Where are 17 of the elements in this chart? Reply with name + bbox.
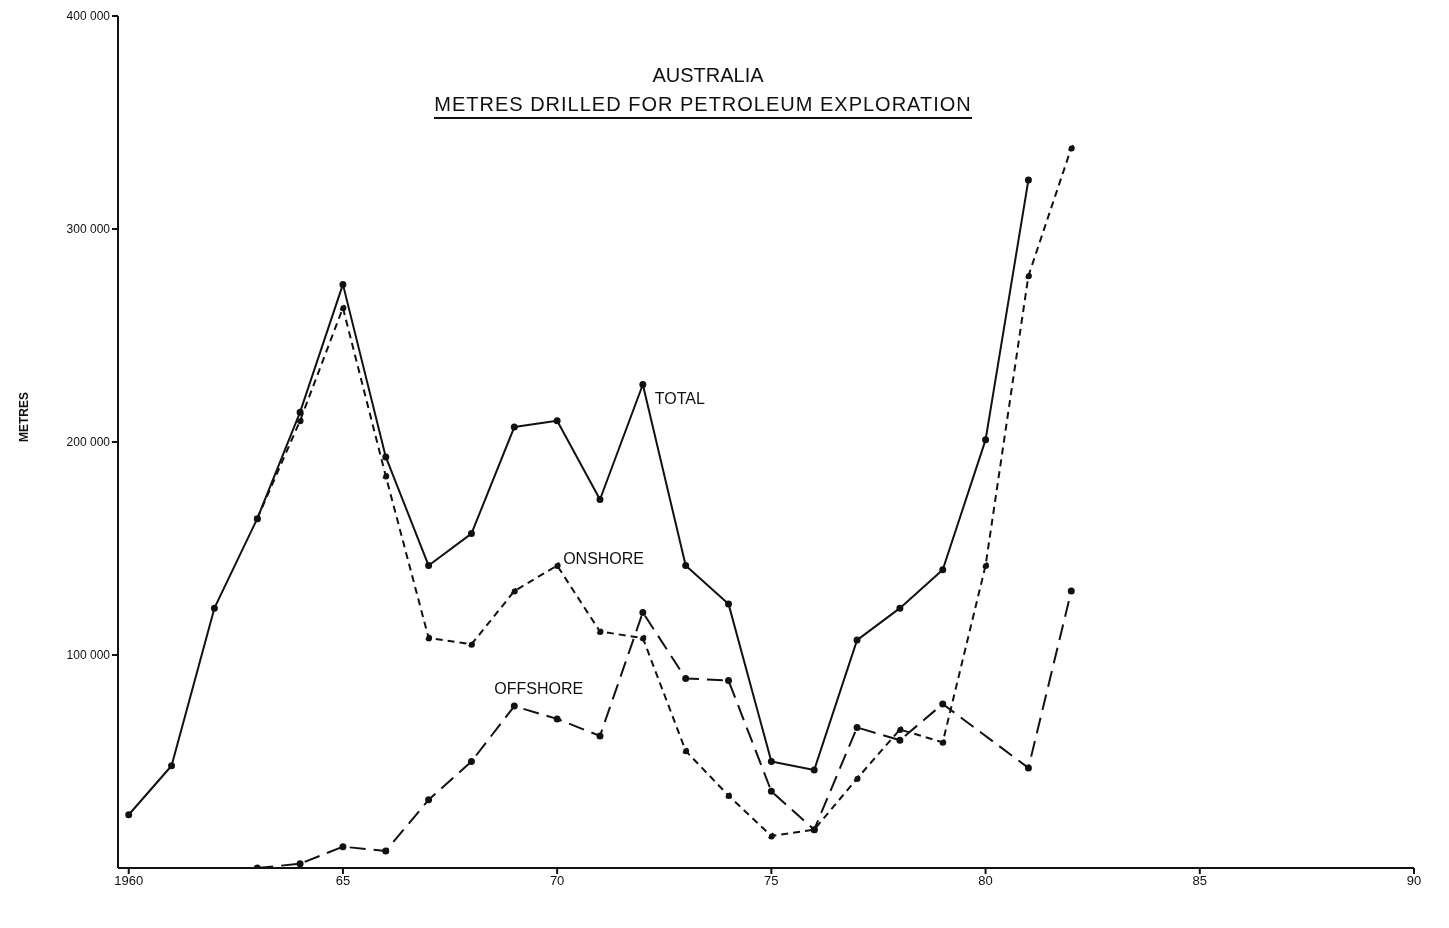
text: AUSTRALIA: [651, 64, 765, 87]
series-label: TOTAL: [654, 390, 706, 408]
x-tick-label: 75: [764, 873, 779, 889]
x-tick-label: 65: [335, 873, 351, 889]
x-tick-label: 85: [1192, 873, 1208, 889]
text: METRES DRILLED FOR PETROLEUM EXPLORATION: [434, 93, 972, 119]
y-axis-title: METRES: [17, 391, 32, 442]
y-tick-label: 400 000: [66, 9, 111, 24]
x-tick-label: 1960: [114, 873, 144, 889]
x-tick-label: 80: [978, 873, 993, 889]
y-tick-label: 200 000: [66, 435, 111, 450]
y-tick-label: 100 000: [66, 648, 111, 663]
x-tick-label: 90: [1406, 873, 1422, 889]
x-tick-label: 70: [549, 873, 565, 889]
series-label: ONSHORE: [563, 549, 645, 567]
y-tick-label: 300 000: [66, 222, 111, 237]
series-label: OFFSHORE: [494, 680, 584, 698]
